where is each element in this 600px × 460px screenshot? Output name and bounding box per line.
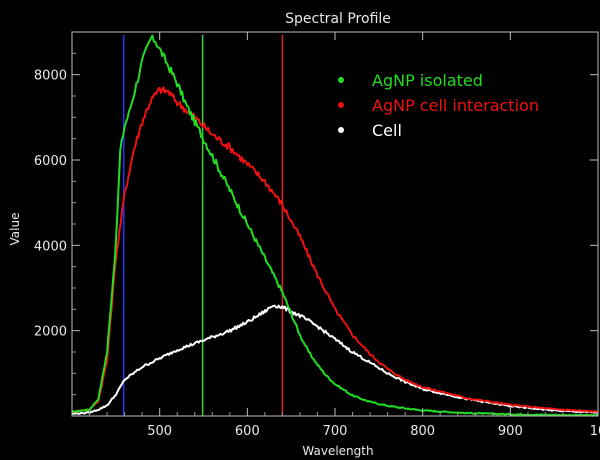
series-line-agnp-isolated [71,34,599,417]
series-line-cell [71,304,599,415]
x-tick-label-500: 500 [147,424,172,439]
legend-marker-cell [338,127,344,133]
y-tick-label-4000: 4000 [34,239,67,254]
y-tick-label-8000: 8000 [34,69,67,84]
legend-label-agnp-cell-interaction: AgNP cell interaction [372,96,539,115]
y-axis-title: Value [8,213,22,246]
legend-marker-agnp-cell-interaction [338,102,344,108]
marker-lines-group [122,35,284,416]
tick-group: 500 600 700 800 900 10 2000 4000 6000 8000 [34,32,600,439]
x-tick-label-800: 800 [410,424,435,439]
y-tick-label-6000: 6000 [34,154,67,169]
legend-label-cell: Cell [372,121,402,140]
chart-title: Spectral Profile [285,11,391,27]
legend-label-agnp-isolated: AgNP isolated [372,71,483,90]
series-group [71,34,599,417]
x-tick-label-600: 600 [235,424,260,439]
x-tick-label-1000: 10 [590,424,600,439]
x-axis-title: Wavelength [302,444,373,458]
legend: AgNP isolated AgNP cell interaction Cell [338,71,539,140]
series-line-agnp-cell-interaction [71,86,599,413]
y-tick-label-2000: 2000 [34,325,67,340]
x-tick-label-900: 900 [498,424,523,439]
x-tick-label-700: 700 [323,424,348,439]
legend-marker-agnp-isolated [338,77,344,83]
